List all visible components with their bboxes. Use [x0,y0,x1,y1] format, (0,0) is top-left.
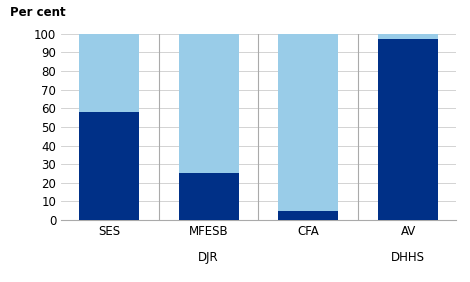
Bar [79,34,139,112]
Bar [378,34,438,39]
Text: DHHS: DHHS [391,250,425,263]
Bar [378,39,438,220]
Legend: Reported in BP3, Not reported in BP3: Reported in BP3, Not reported in BP3 [134,281,383,282]
Bar [278,211,338,220]
Bar [179,173,239,220]
Text: DJR: DJR [198,250,219,263]
Bar [79,112,139,220]
Bar [278,34,338,211]
Bar [179,34,239,173]
Text: Per cent: Per cent [10,6,65,19]
